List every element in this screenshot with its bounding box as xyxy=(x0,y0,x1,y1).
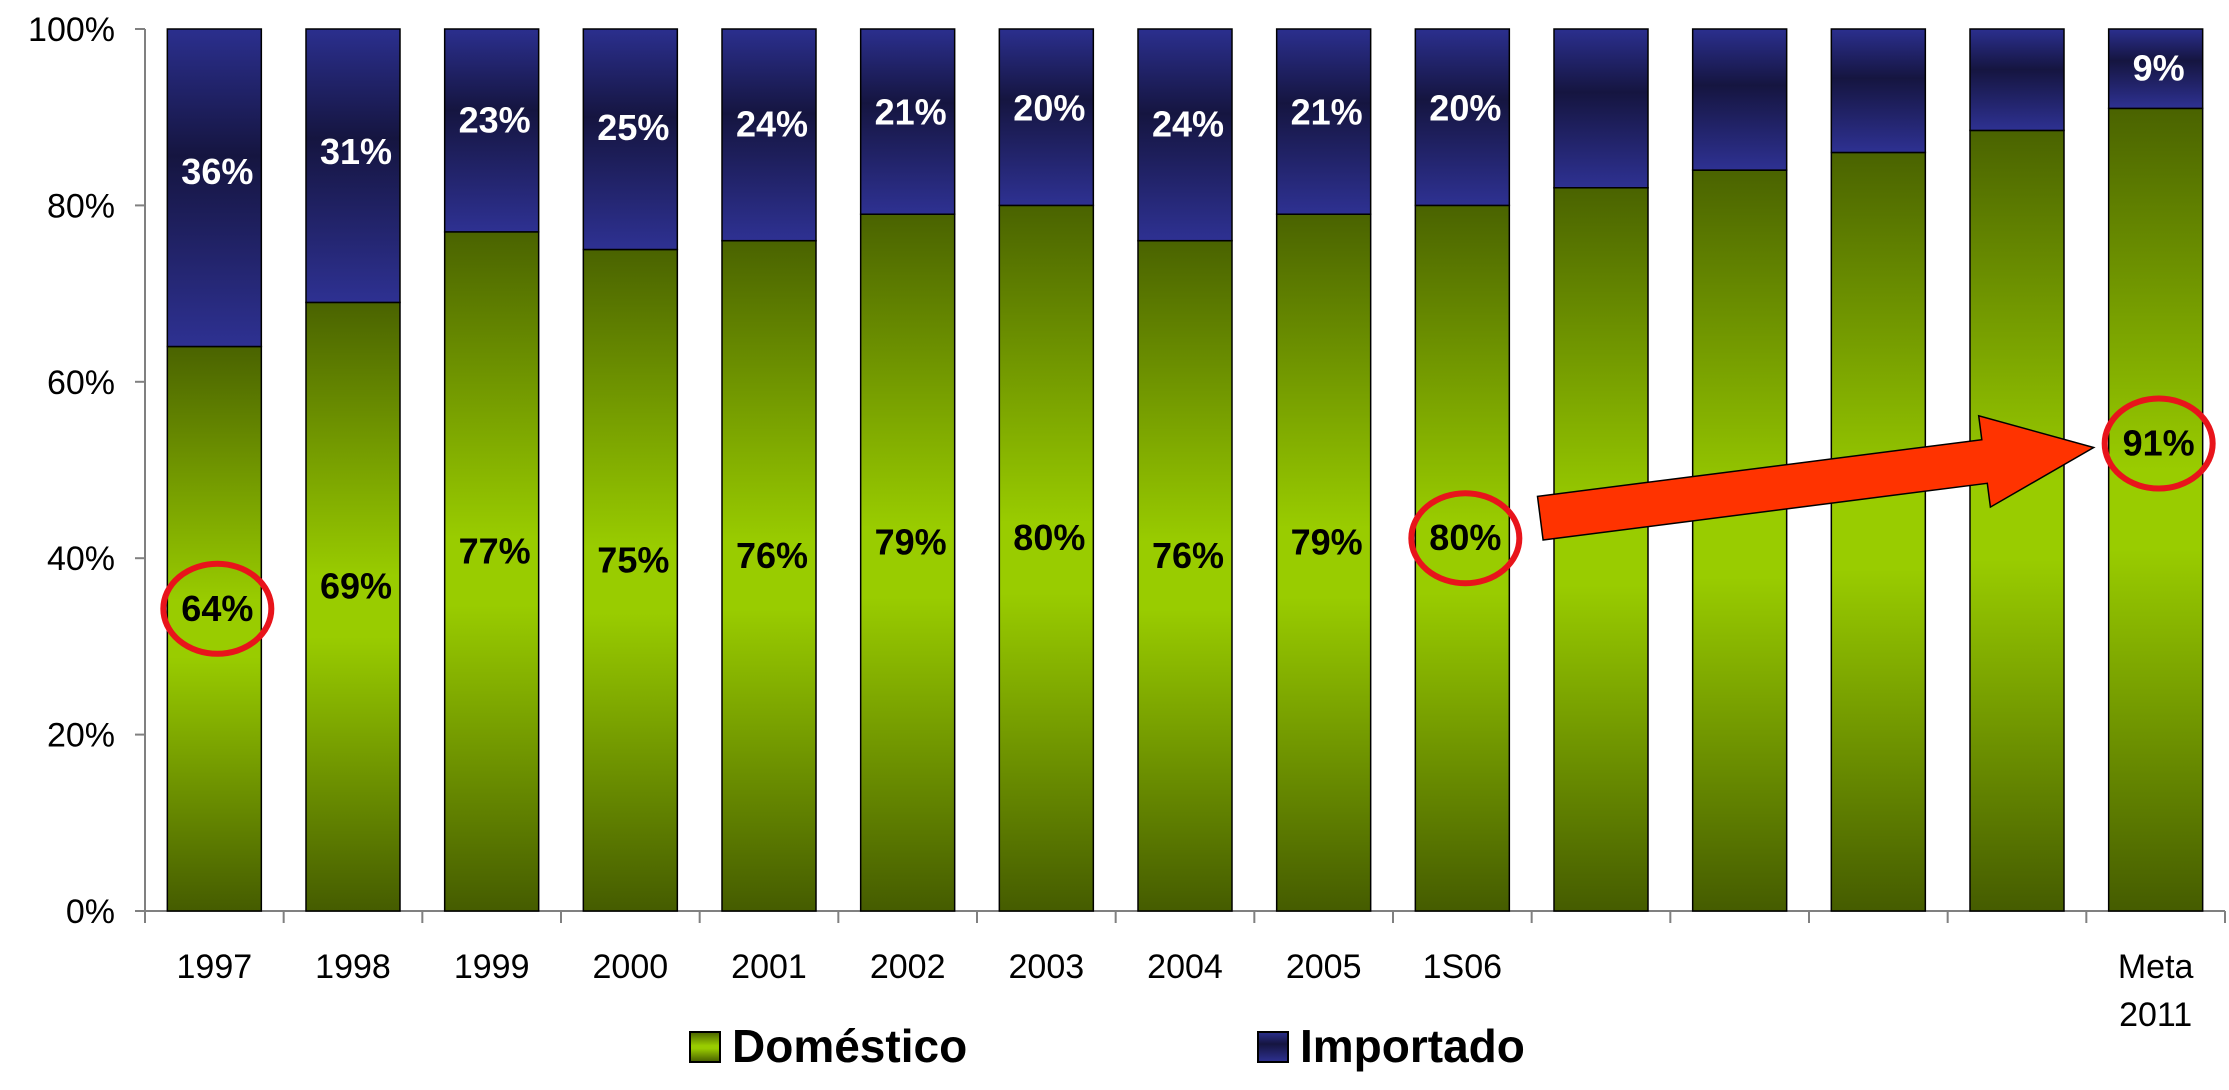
data-label-importado: 20% xyxy=(1013,87,1085,128)
x-tick-label: 2002 xyxy=(870,948,946,986)
data-label-domestico: 76% xyxy=(736,535,808,576)
bars-layer xyxy=(166,28,2204,912)
data-label-domestico: 80% xyxy=(1013,517,1085,558)
x-tick-label-line: 1997 xyxy=(177,948,253,986)
legend-label-importado: Importado xyxy=(1300,1020,1525,1072)
bar-domestico xyxy=(582,248,679,912)
axis-layer: 0% 20% 40% 60% 80% 100% 1997 1998 1999 2000 2001 20… xyxy=(28,11,2226,1034)
bar-importado xyxy=(305,28,401,304)
x-tick-label: 1997 xyxy=(177,948,253,986)
y-tick-label: 20% xyxy=(47,717,115,755)
bar-importado xyxy=(998,28,1095,207)
x-tick-label-line: 2004 xyxy=(1147,948,1223,986)
bar-domestico xyxy=(1830,151,1927,912)
bar-importado xyxy=(1275,28,1372,215)
bar-domestico xyxy=(1969,129,2065,912)
bar-domestico xyxy=(1414,204,1511,912)
bar-importado xyxy=(1137,28,1233,242)
y-tick-label: 100% xyxy=(28,11,115,49)
bar-domestico xyxy=(166,345,263,912)
data-label-domestico: 79% xyxy=(1291,522,1363,563)
x-tick-label: 1998 xyxy=(315,948,391,986)
bar-domestico xyxy=(859,213,956,912)
data-label-importado: 23% xyxy=(459,99,531,140)
y-tick-label: 60% xyxy=(47,364,115,402)
data-label-importado: 25% xyxy=(597,107,669,148)
bar-domestico xyxy=(1275,213,1372,912)
x-tick-label: 2005 xyxy=(1286,948,1362,986)
x-tick-label-line: 1999 xyxy=(454,948,530,986)
data-label-domestico: 75% xyxy=(597,539,669,580)
x-tick-label: 2001 xyxy=(731,948,807,986)
legend-swatch-domestico xyxy=(689,1031,721,1063)
data-label-domestico: 69% xyxy=(320,566,392,607)
x-tick-label: 1999 xyxy=(454,948,530,986)
bar-domestico xyxy=(443,231,540,912)
bar-importado xyxy=(2107,28,2204,110)
bar-importado xyxy=(1553,28,1649,189)
data-label-domestico: 91% xyxy=(2123,423,2195,464)
bar-importado xyxy=(166,28,263,348)
data-label-importado: 21% xyxy=(875,91,947,132)
x-tick-label: 2003 xyxy=(1009,948,1085,986)
y-tick-label: 0% xyxy=(66,893,115,931)
data-label-importado: 9% xyxy=(2133,48,2185,89)
data-label-domestico: 80% xyxy=(1429,517,1501,558)
data-label-importado: 21% xyxy=(1291,91,1363,132)
data-label-importado: 20% xyxy=(1429,87,1501,128)
bar-importado xyxy=(582,28,679,251)
data-label-domestico: 64% xyxy=(181,588,253,629)
data-label-domestico: 79% xyxy=(875,522,947,563)
bar-importado xyxy=(1691,28,1788,171)
x-tick-label: 2004 xyxy=(1147,948,1223,986)
data-label-domestico: 76% xyxy=(1152,535,1224,576)
legend: Doméstico Importado xyxy=(689,1020,1525,1072)
bar-importado xyxy=(1969,28,2065,132)
bar-importado xyxy=(721,28,817,242)
y-tick-label: 80% xyxy=(47,187,115,225)
legend-label-domestico: Doméstico xyxy=(732,1020,967,1072)
bar-importado xyxy=(859,28,956,215)
bar-domestico xyxy=(2107,107,2204,912)
highlight-circle xyxy=(160,560,275,657)
x-tick-label: 1S06 xyxy=(1423,948,1502,986)
x-tick-label-line: 2002 xyxy=(870,948,946,986)
data-label-importado: 36% xyxy=(181,151,253,192)
x-tick-label-line: 1998 xyxy=(315,948,391,986)
bar-importado xyxy=(443,28,540,233)
bar-domestico xyxy=(1553,187,1649,912)
data-label-importado: 24% xyxy=(1152,103,1224,144)
trend-arrow xyxy=(1536,414,2096,541)
data-label-importado: 31% xyxy=(320,131,392,172)
x-tick-label-line: Meta xyxy=(2118,948,2194,986)
data-label-importado: 24% xyxy=(736,103,808,144)
bar-domestico xyxy=(305,301,401,912)
bar-domestico xyxy=(1691,169,1788,912)
annotation-layer xyxy=(160,395,2216,657)
data-label-domestico: 77% xyxy=(459,530,531,571)
bar-importado xyxy=(1414,28,1511,207)
x-tick-label: Meta 2011 xyxy=(2118,948,2194,1034)
highlight-circle xyxy=(1408,490,1523,587)
x-tick-label-line: 2003 xyxy=(1009,948,1085,986)
highlight-circle xyxy=(2101,395,2216,492)
x-tick-label-line: 1S06 xyxy=(1423,948,1502,986)
bar-importado xyxy=(1830,28,1927,154)
y-tick-label: 40% xyxy=(47,540,115,578)
x-tick-label-line: 2001 xyxy=(731,948,807,986)
x-tick-label-line: 2000 xyxy=(593,948,669,986)
data-labels-layer: 64% 36% 69% 31% 77% 23% 75% 25% 76% 24% 79% 21% 80% 2… xyxy=(181,48,2194,629)
x-tick-label: 2000 xyxy=(593,948,669,986)
legend-swatch-importado xyxy=(1257,1031,1289,1063)
bar-domestico xyxy=(1137,239,1233,912)
x-tick-label-line: 2005 xyxy=(1286,948,1362,986)
bar-domestico xyxy=(721,239,817,912)
x-tick-label-line: 2011 xyxy=(2119,996,2192,1034)
